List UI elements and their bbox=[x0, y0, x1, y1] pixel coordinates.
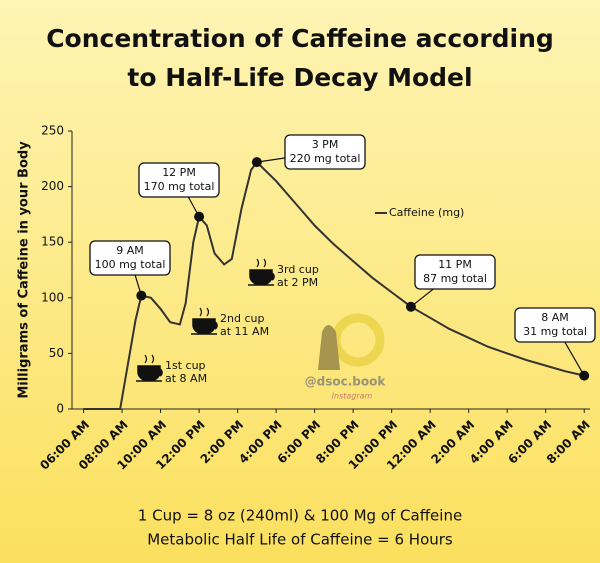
callout-text: 31 mg total bbox=[523, 325, 587, 338]
point bbox=[579, 370, 590, 381]
steam bbox=[256, 258, 267, 268]
callout-text: 220 mg total bbox=[290, 152, 361, 165]
callout-text: 11 PM bbox=[438, 258, 472, 271]
callout-text: 12 PM bbox=[162, 166, 196, 179]
cup-icon bbox=[248, 269, 275, 286]
callout-box bbox=[414, 254, 496, 290]
cup-icon bbox=[191, 318, 218, 335]
callout-text: 8 AM bbox=[541, 311, 569, 324]
cup-label: at 11 AM bbox=[220, 325, 269, 338]
chart-title: to Half-Life Decay Model bbox=[127, 63, 472, 92]
cup-label: at 8 AM bbox=[165, 372, 207, 385]
point bbox=[251, 157, 262, 168]
y-tick-label: 200 bbox=[41, 179, 64, 193]
y-tick-label: 150 bbox=[41, 235, 64, 249]
watermark-text: @dsoc.book bbox=[305, 375, 387, 389]
y-axis-label: Milligrams of Caffeine in your Body bbox=[17, 141, 32, 399]
callout-text: 100 mg total bbox=[95, 258, 166, 271]
y-tick-label: 250 bbox=[41, 124, 64, 138]
watermark-text: Instagram bbox=[332, 392, 373, 401]
cup-label: at 2 PM bbox=[277, 276, 318, 289]
callout-text: 9 AM bbox=[116, 244, 144, 257]
cup-label: 3rd cup bbox=[277, 263, 319, 276]
cup-icon bbox=[136, 365, 163, 382]
line bbox=[83, 160, 585, 410]
cup-label: 1st cup bbox=[165, 359, 206, 372]
footer: 1 Cup = 8 oz (240ml) & 100 Mg of Caffein… bbox=[138, 507, 462, 525]
steam bbox=[144, 354, 155, 364]
chart-title: Concentration of Caffeine according bbox=[46, 24, 554, 53]
callout-text: 3 PM bbox=[312, 138, 339, 151]
callout-text: 170 mg total bbox=[144, 180, 215, 193]
callout-text: 87 mg total bbox=[423, 272, 487, 285]
cup-label: 2nd cup bbox=[220, 312, 264, 325]
callout-box bbox=[514, 307, 596, 343]
y-tick-label: 0 bbox=[56, 402, 64, 416]
point bbox=[194, 211, 205, 222]
y-tick-label: 50 bbox=[49, 346, 64, 360]
callout-box bbox=[138, 162, 220, 198]
footer: Metabolic Half Life of Caffeine = 6 Hour… bbox=[147, 531, 453, 549]
point bbox=[136, 290, 147, 301]
point bbox=[405, 301, 416, 312]
legend-label: Caffeine (mg) bbox=[389, 206, 464, 219]
steam bbox=[199, 307, 210, 317]
y-tick-label: 100 bbox=[41, 290, 64, 304]
callout-box bbox=[89, 240, 171, 276]
watermark: @dsoc.book Instagram bbox=[305, 313, 387, 401]
callout-box bbox=[284, 134, 366, 170]
